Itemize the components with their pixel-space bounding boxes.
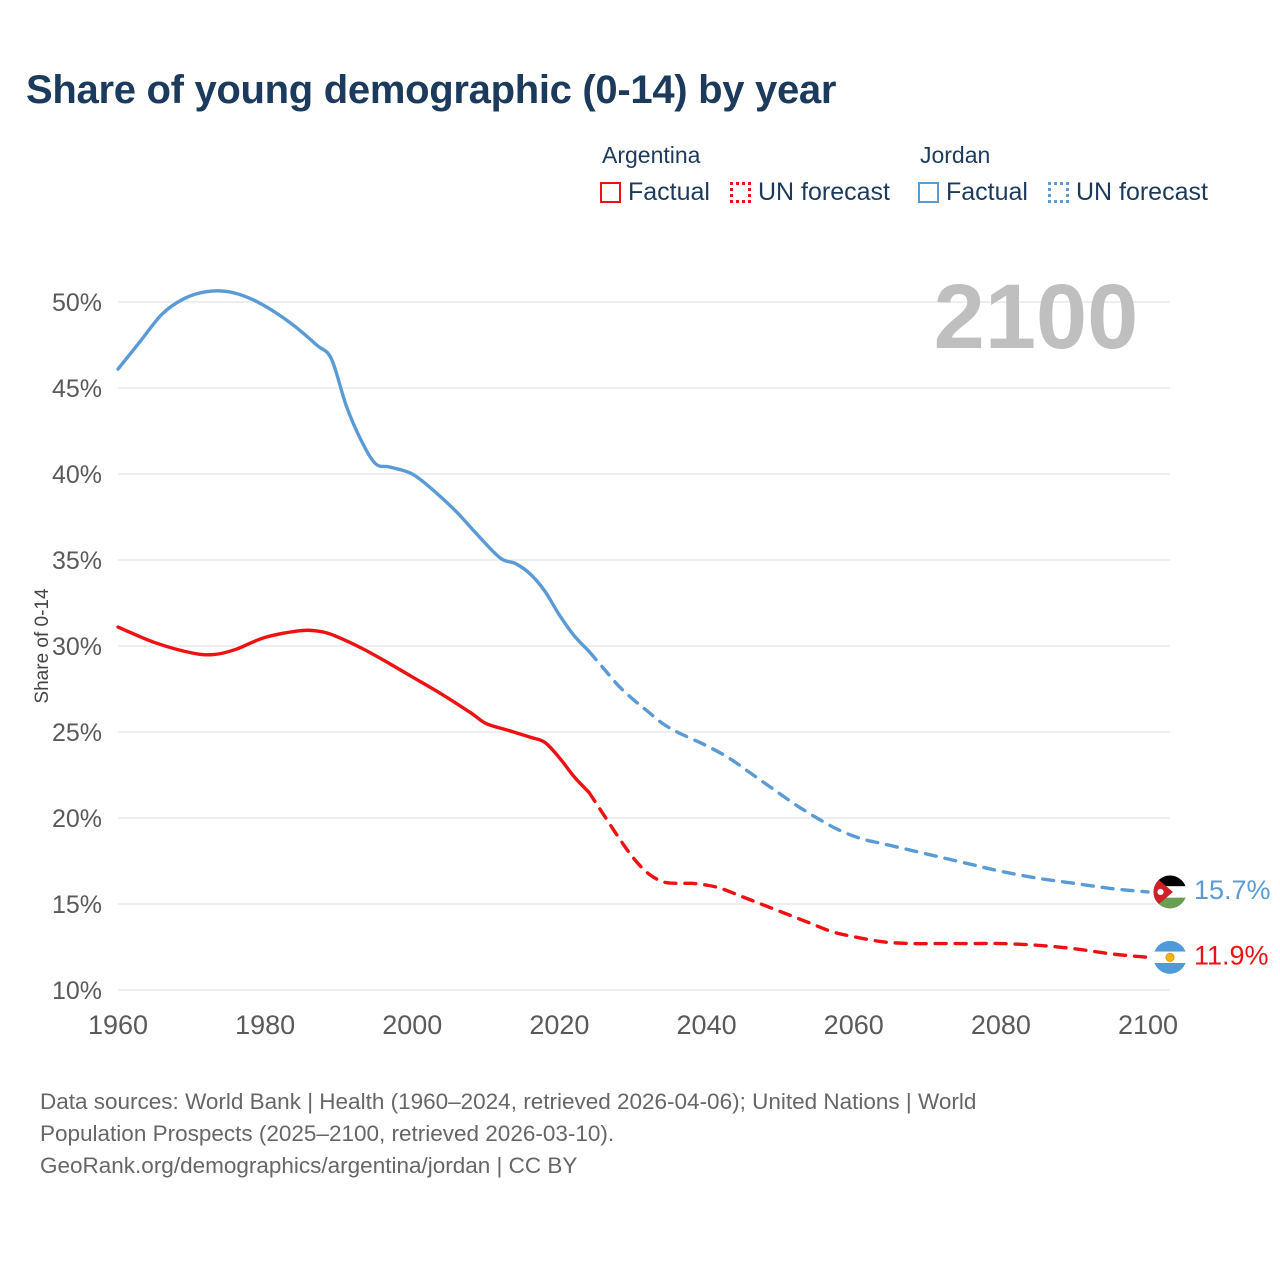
- y-tick-label: 20%: [52, 805, 102, 833]
- y-tick-label: 10%: [52, 977, 102, 1005]
- endpoint-value-jordan: 15.7%: [1194, 875, 1271, 905]
- legend-item-argentina-forecast[interactable]: UN forecast: [729, 178, 890, 207]
- legend-label-jordan-forecast: UN forecast: [1075, 178, 1208, 206]
- legend-label-argentina-forecast: UN forecast: [757, 178, 890, 206]
- y-axis-title: Share of 0-14: [32, 588, 53, 704]
- x-tick-label: 2020: [529, 1010, 589, 1040]
- footer-line-attribution[interactable]: GeoRank.org/demographics/argentina/jorda…: [40, 1152, 578, 1178]
- x-tick-label: 2100: [1118, 1010, 1178, 1040]
- jordan-flag-icon: [1152, 874, 1188, 910]
- legend-label-argentina-factual: Factual: [628, 178, 710, 206]
- y-tick-label: 15%: [52, 891, 102, 919]
- legend-item-argentina-factual[interactable]: Factual: [600, 178, 710, 207]
- y-tick-label: 30%: [52, 633, 102, 661]
- chart-legend: Argentina Factual UN forecast Jordan Fac…: [600, 142, 1208, 207]
- legend-swatch-dotted-icon: [729, 182, 751, 203]
- legend-group-argentina: Argentina Factual UN forecast: [600, 142, 890, 207]
- legend-label-jordan-factual: Factual: [945, 178, 1028, 206]
- chart-x-tick-labels: 1960 1980 2000 2020 2040 2060 2080 2100: [88, 1010, 1178, 1040]
- legend-swatch-solid-icon: [917, 182, 939, 203]
- x-tick-label: 2060: [824, 1010, 884, 1040]
- chart-y-tick-labels: 10% 15% 20% 25% 30% 35% 40% 45% 50%: [52, 289, 102, 1005]
- y-tick-label: 45%: [52, 375, 102, 403]
- x-tick-label: 2040: [677, 1010, 737, 1040]
- x-tick-label: 1960: [88, 1010, 148, 1040]
- y-tick-label: 40%: [52, 461, 102, 489]
- legend-item-jordan-factual[interactable]: Factual: [917, 178, 1028, 207]
- chart-endpoint-markers: 15.7% 11.9%: [1152, 874, 1271, 975]
- chart-plot-area: 10% 15% 20% 25% 30% 35% 40% 45% 50% 1960 1980 2000…: [32, 266, 1271, 1040]
- y-tick-label: 25%: [52, 719, 102, 747]
- series-line-argentina-forecast: [587, 790, 1150, 960]
- line-chart-svg: 10% 15% 20% 25% 30% 35% 40% 45% 50% 1960 1980 2000…: [32, 266, 1271, 1040]
- page-title: Share of young demographic (0-14) by yea…: [26, 68, 837, 112]
- footer-line-sources-2: Population Prospects (2025–2100, retriev…: [40, 1120, 615, 1146]
- x-tick-label: 1980: [235, 1010, 295, 1040]
- x-tick-label: 2000: [382, 1010, 442, 1040]
- argentina-flag-icon: [1152, 939, 1188, 975]
- legend-item-jordan-forecast[interactable]: UN forecast: [1047, 178, 1208, 207]
- year-watermark: 2100: [934, 266, 1139, 368]
- x-tick-label: 2080: [971, 1010, 1031, 1040]
- y-tick-label: 50%: [52, 289, 102, 317]
- chart-footer: Data sources: World Bank | Health (1960–…: [40, 1086, 1240, 1182]
- series-line-argentina-factual: [116, 625, 591, 794]
- footer-line-sources-1: Data sources: World Bank | Health (1960–…: [40, 1089, 977, 1114]
- series-line-jordan-factual: [116, 289, 591, 653]
- chart-series-lines: [116, 289, 1150, 960]
- legend-swatch-solid-icon: [600, 182, 621, 203]
- y-tick-label: 35%: [52, 547, 102, 575]
- legend-country-jordan: Jordan: [919, 142, 991, 168]
- legend-country-argentina: Argentina: [602, 142, 701, 168]
- legend-group-jordan: Jordan Factual UN forecast: [917, 142, 1208, 207]
- series-line-jordan-forecast: [587, 649, 1150, 894]
- legend-swatch-dotted-icon: [1047, 182, 1069, 203]
- endpoint-value-argentina: 11.9%: [1194, 940, 1269, 970]
- chart-gridlines: [118, 301, 1170, 991]
